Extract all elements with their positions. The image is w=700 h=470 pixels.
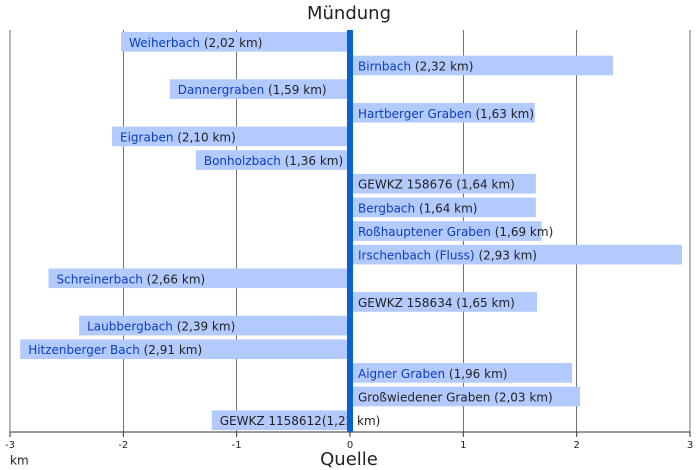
category-name: GEWKZ 158676 xyxy=(358,177,452,191)
zero-line xyxy=(347,30,353,432)
bar-label: Hitzenberger Bach (2,91 km) xyxy=(28,343,202,357)
value-label: (1,36 km) xyxy=(281,154,343,168)
value-label: (1,64 km) xyxy=(415,201,477,215)
value-label: (1,69 km) xyxy=(491,225,553,239)
bar xyxy=(112,126,350,147)
category-name: Schreinerbach xyxy=(57,272,143,286)
category-name: Irschenbach (Fluss) xyxy=(358,248,475,262)
bar xyxy=(48,268,351,289)
bar-label: Bergbach (1,64 km) xyxy=(358,201,478,215)
bar-label: Großwiedener Graben (2,03 km) xyxy=(358,390,553,404)
value-label: (2,03 km) xyxy=(490,390,552,404)
category-name: Hartberger Graben xyxy=(358,106,472,120)
bar-label: Schreinerbach (2,66 km) xyxy=(57,272,206,286)
bar xyxy=(79,315,350,336)
value-label: (1,63 km) xyxy=(472,106,534,120)
value-label: (1,59 km) xyxy=(264,83,326,97)
bar xyxy=(121,32,350,52)
value-label: (2,66 km) xyxy=(143,272,205,286)
x-tick-label: -3 xyxy=(5,440,15,451)
value-label: (2,39 km) xyxy=(173,319,235,333)
bar-label: Dannergraben (1,59 km) xyxy=(178,83,327,97)
category-name: Großwiedener Graben xyxy=(358,390,490,404)
bar xyxy=(350,55,613,76)
x-tick-label: 0 xyxy=(347,440,353,451)
value-label: (2,32 km) xyxy=(411,59,473,73)
x-tick-label: 2 xyxy=(573,440,579,451)
bar xyxy=(350,244,683,265)
category-name: Dannergraben xyxy=(178,83,264,97)
value-label: (2,91 km) xyxy=(140,343,202,357)
bar xyxy=(350,386,581,407)
x-tick-label: 3 xyxy=(687,440,693,451)
category-name: Weiherbach xyxy=(129,35,200,49)
x-axis-label: km xyxy=(10,454,29,468)
bar-label: Aigner Graben (1,96 km) xyxy=(358,366,507,380)
bar-label: Irschenbach (Fluss) (2,93 km) xyxy=(358,248,537,262)
chart-title: Mündung xyxy=(307,3,391,24)
bar xyxy=(350,102,535,123)
x-tick-label: -1 xyxy=(232,440,242,451)
category-name: Birnbach xyxy=(358,59,411,73)
value-label: (2,10 km) xyxy=(173,130,235,144)
bar-label: GEWKZ 158676 (1,64 km) xyxy=(358,177,515,191)
bar xyxy=(211,410,350,430)
bar xyxy=(350,221,542,241)
bar-label: GEWKZ 1158612(1,22 km) xyxy=(220,414,381,428)
bar-label: Eigraben (2,10 km) xyxy=(120,130,236,144)
category-name: GEWKZ 1158612 xyxy=(220,414,322,428)
bottom-label: Quelle xyxy=(320,449,378,470)
value-label: (2,02 km) xyxy=(200,35,262,49)
category-name: Bergbach xyxy=(358,201,415,215)
category-name: Eigraben xyxy=(120,130,173,144)
bar-label: Bonholzbach (1,36 km) xyxy=(204,154,343,168)
x-tick-label: -2 xyxy=(118,440,128,451)
bar xyxy=(350,292,537,312)
category-name: Roßhauptener Graben xyxy=(358,225,491,239)
value-label: (1,64 km) xyxy=(452,177,514,191)
category-name: Aigner Graben xyxy=(358,366,445,380)
bar xyxy=(20,339,350,360)
bar xyxy=(350,173,536,194)
bar xyxy=(350,197,536,218)
bar-label: Hartberger Graben (1,63 km) xyxy=(358,106,534,120)
bar xyxy=(169,79,350,99)
bar-label: Weiherbach (2,02 km) xyxy=(129,35,262,49)
bar-label: Birnbach (2,32 km) xyxy=(358,59,473,73)
value-label: (1,96 km) xyxy=(445,366,507,380)
category-name: GEWKZ 158634 xyxy=(358,295,452,309)
value-label: (2,93 km) xyxy=(475,248,537,262)
category-name: Bonholzbach xyxy=(204,154,281,168)
value-label: (1,65 km) xyxy=(452,295,514,309)
x-tick-label: 1 xyxy=(460,440,466,451)
bar xyxy=(195,150,350,170)
bar-label: GEWKZ 158634 (1,65 km) xyxy=(358,295,515,309)
category-name: Hitzenberger Bach xyxy=(28,343,140,357)
category-name: Laubbergbach xyxy=(87,319,173,333)
bar-label: Laubbergbach (2,39 km) xyxy=(87,319,235,333)
bar-label: Roßhauptener Graben (1,69 km) xyxy=(358,225,553,239)
bar xyxy=(350,363,573,383)
